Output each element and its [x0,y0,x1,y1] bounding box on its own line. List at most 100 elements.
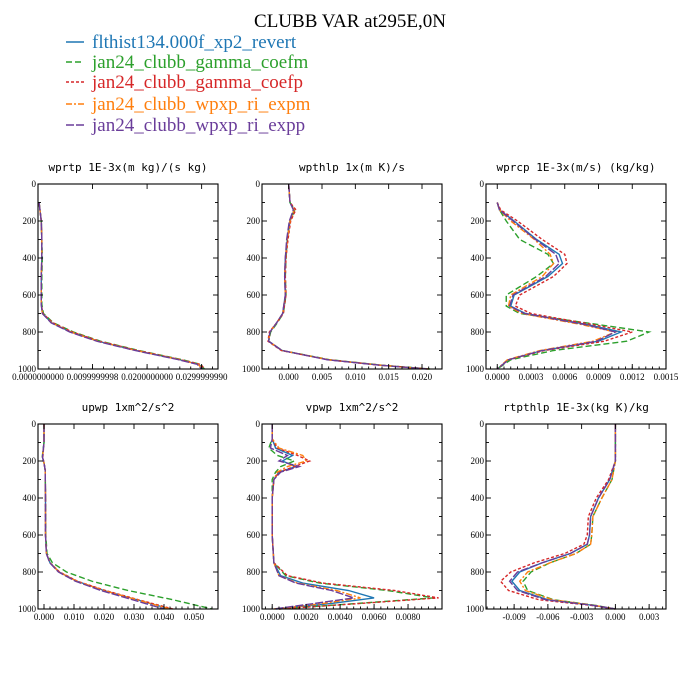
series-line [38,202,204,370]
y-tick-label: 200 [247,456,261,466]
x-tick-label: 0.0020 [294,612,319,622]
x-tick-label: 0.0000 [485,372,510,382]
x-tick-label: 0.0040 [328,612,353,622]
legend-label: jan24_clubb_wpxp_ri_expp [91,115,305,136]
figure-title: CLUBB VAR at295E,0N [254,11,446,32]
legend-item: flthist134.000f_xp2_revert [66,32,297,53]
series-line [41,424,165,610]
series-line [496,202,618,370]
x-tick-label: 0.0099999998 [67,372,119,382]
y-tick-label: 0 [32,179,37,189]
x-tick-label: -0.006 [536,612,560,622]
chart-panel: wpthlp 1x(m K)/s 0 200 400 600 800 1000 0.000 0.… [242,161,443,382]
x-tick-label: 0.0000 [260,612,285,622]
y-tick-label: 800 [471,567,485,577]
x-tick-label: 0.0200000000 [121,372,173,382]
x-tick-label: 0.0080 [396,612,421,622]
x-tick-label: 0.030 [124,612,145,622]
y-tick-label: 1000 [242,364,261,374]
y-tick-label: 600 [247,290,261,300]
series-line [499,424,617,610]
panel-title: wpthlp 1x(m K)/s [299,161,405,174]
series-line [41,424,213,610]
y-tick-label: 600 [23,530,37,540]
panel-title: wprcp 1E-3x(m/s) (kg/kg) [497,161,656,174]
x-tick-label: 0.000 [605,612,626,622]
y-tick-label: 400 [23,493,37,503]
y-tick-label: 400 [471,493,485,503]
y-tick-label: 1000 [18,604,37,614]
series-line [42,424,174,610]
series-line [38,202,203,370]
plot-frame [261,183,443,370]
y-tick-label: 200 [23,216,37,226]
x-tick-label: 0.0003 [519,372,544,382]
y-tick-label: 0 [256,419,261,429]
y-tick-label: 800 [247,567,261,577]
y-tick-label: 1000 [242,604,261,614]
y-tick-label: 400 [471,253,485,263]
legend-label: jan24_clubb_wpxp_ri_expm [91,94,311,115]
y-tick-label: 400 [247,253,261,263]
x-tick-label: 0.020 [412,372,433,382]
x-tick-label: 0.040 [154,612,175,622]
y-tick-label: 800 [23,327,37,337]
series-line [41,424,171,610]
series-line [522,424,617,610]
series-line [518,424,617,610]
y-tick-label: 200 [23,456,37,466]
panel-title: upwp 1xm^2/s^2 [82,401,175,414]
legend: flthist134.000f_xp2_revert jan24_clubb_g… [66,32,311,136]
x-tick-label: 0.010 [345,372,366,382]
x-tick-label: 0.015 [379,372,400,382]
panels: wprtp 1E-3x(m kg)/(s kg) 0 200 400 600 800 100… [12,161,679,622]
x-tick-label: 0.0299999990 [176,372,228,382]
chart-panel: wprcp 1E-3x(m/s) (kg/kg) 0 200 400 600 800 100… [466,161,679,382]
x-tick-label: 0.000 [279,372,300,382]
y-tick-label: 600 [471,530,485,540]
y-tick-label: 600 [471,290,485,300]
x-tick-label: 0.005 [312,372,333,382]
chart-panel: wprtp 1E-3x(m kg)/(s kg) 0 200 400 600 800 100… [12,161,228,382]
y-tick-label: 0 [256,179,261,189]
x-tick-label: 0.0012 [620,372,645,382]
panel-title: wprtp 1E-3x(m kg)/(s kg) [49,161,208,174]
y-tick-label: 600 [23,290,37,300]
series-line [38,202,205,370]
y-tick-label: 0 [480,419,485,429]
x-tick-label: 0.0015 [654,372,679,382]
y-tick-label: 0 [32,419,37,429]
y-tick-label: 800 [471,327,485,337]
y-tick-label: 800 [23,567,37,577]
series-group [496,202,652,370]
plot-frame [37,423,219,610]
series-line [41,424,171,610]
series-line [496,202,624,370]
plot-frame [485,423,667,610]
series-group [499,424,617,610]
series-group [267,183,431,370]
y-tick-label: 400 [247,493,261,503]
series-line [267,183,429,370]
y-tick-label: 600 [247,530,261,540]
x-tick-label: 0.0000000000 [12,372,64,382]
x-tick-label: 0.010 [64,612,85,622]
legend-label: jan24_clubb_gamma_coefm [91,52,309,73]
y-tick-label: 1000 [18,364,37,374]
legend-label: jan24_clubb_gamma_coefp [91,72,303,93]
series-line [510,424,617,610]
x-tick-label: -0.009 [503,612,527,622]
y-tick-label: 200 [471,216,485,226]
legend-label: flthist134.000f_xp2_revert [92,32,297,53]
x-tick-label: -0.003 [570,612,594,622]
x-tick-label: 0.0009 [586,372,611,382]
y-tick-label: 200 [471,456,485,466]
series-line [38,202,206,370]
series-line [267,183,428,370]
panel-title: rtpthlp 1E-3x(kg K)/kg [503,401,649,414]
legend-item: jan24_clubb_wpxp_ri_expm [66,94,311,115]
series-line [496,202,652,370]
